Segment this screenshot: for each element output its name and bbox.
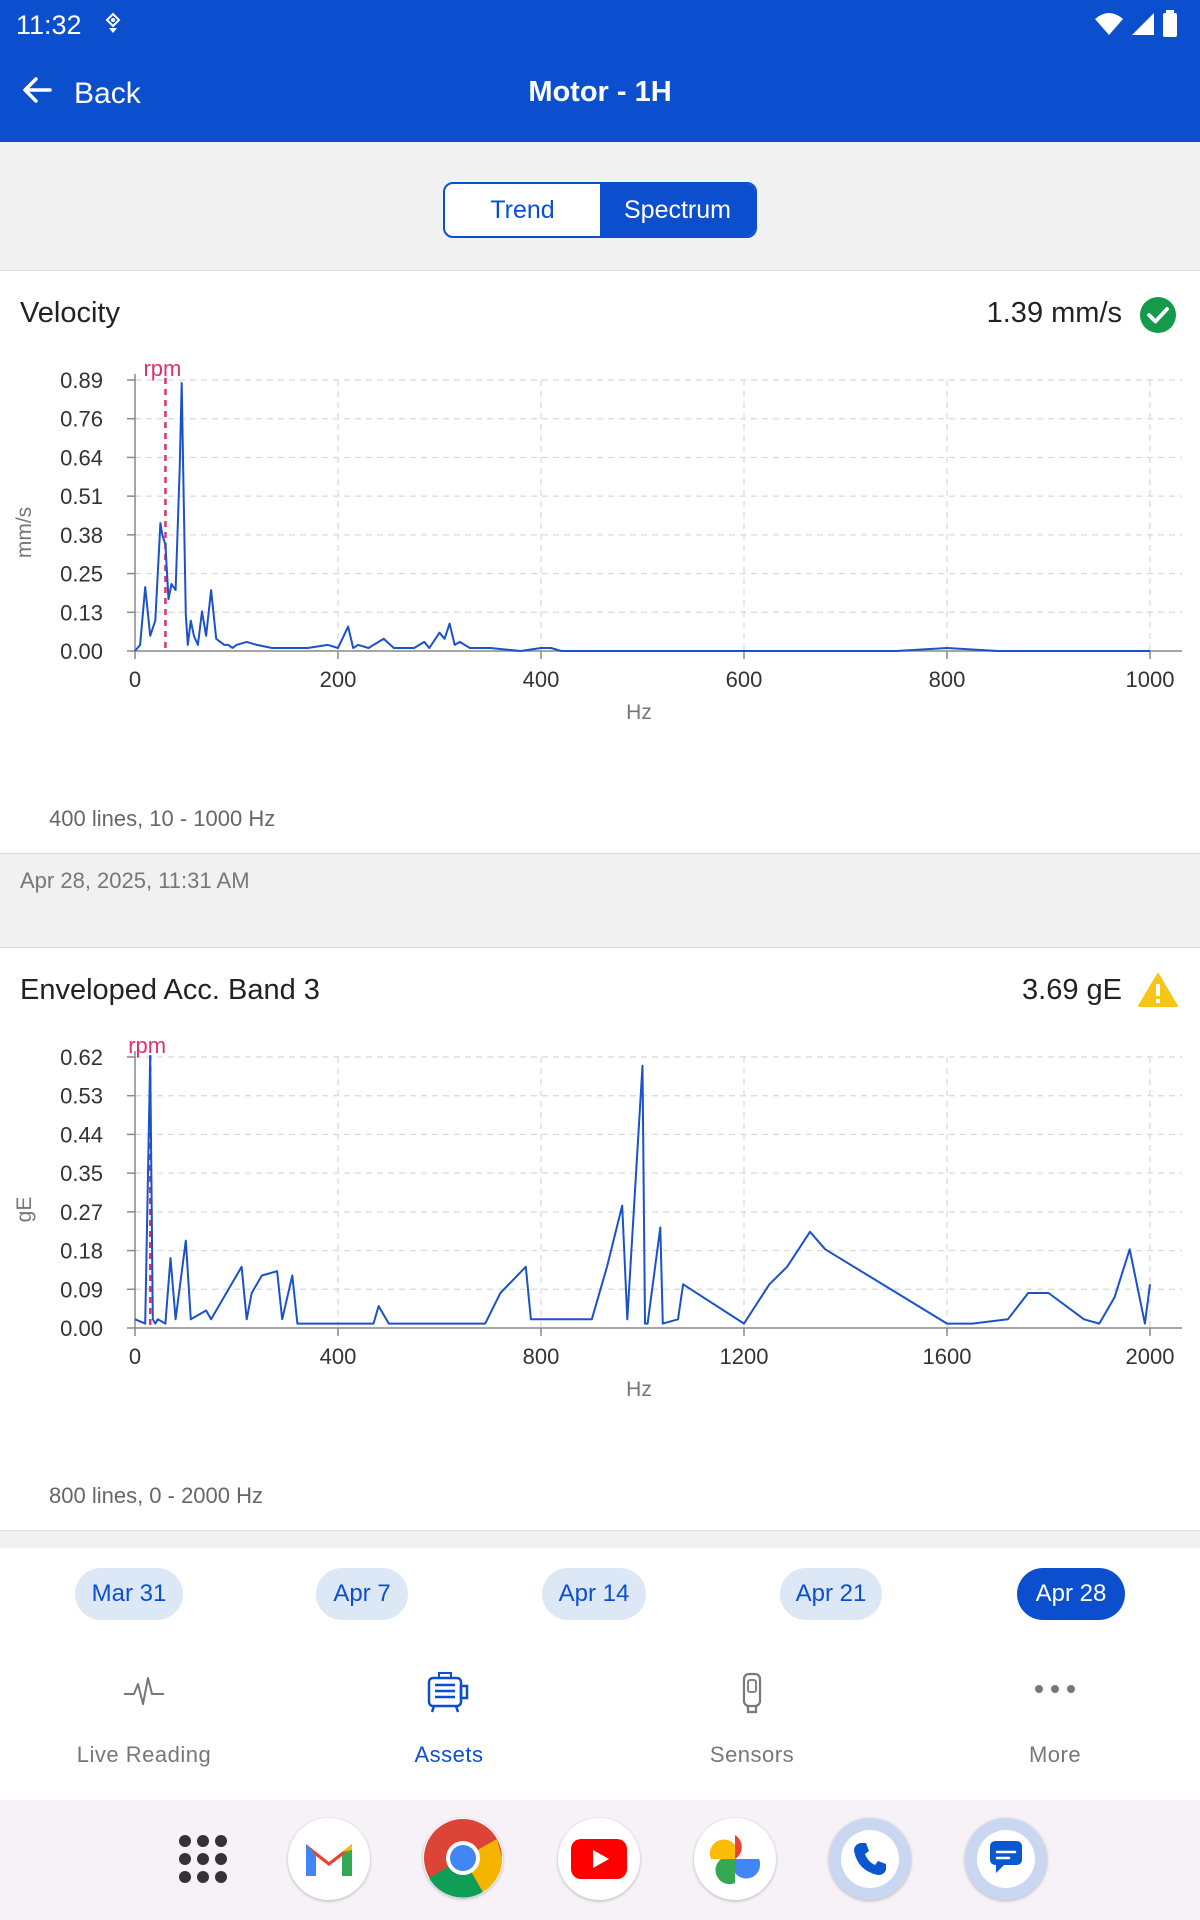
- y-tick-label: 0.27: [60, 1200, 103, 1225]
- envelope-card: Enveloped Acc. Band 3 3.69 gE 0.00 0.09 0.…: [0, 948, 1200, 1530]
- nav-label: Assets: [414, 1742, 484, 1767]
- y-tick-label: 0.76: [60, 407, 103, 432]
- x-tick-label: 400: [523, 667, 560, 692]
- more-icon: [1033, 1682, 1077, 1700]
- nav-label: Sensors: [709, 1742, 795, 1767]
- reading-timestamp: Apr 28, 2025, 11:31 AM: [20, 868, 250, 893]
- nav-sensors[interactable]: Sensors: [602, 1642, 902, 1800]
- y-tick-label: 0.00: [60, 639, 103, 664]
- y-tick-label: 0.53: [60, 1084, 103, 1109]
- rpm-marker-label: rpm: [143, 356, 181, 381]
- y-tick-label: 0.38: [60, 523, 103, 548]
- x-tick-label: 400: [320, 1344, 357, 1369]
- y-axis-label: mm/s: [13, 507, 36, 558]
- gridlines: [135, 379, 1182, 651]
- nav-assets[interactable]: Assets: [299, 1642, 599, 1800]
- x-tick-label: 0: [129, 1344, 141, 1369]
- velocity-footnote: 400 lines, 10 - 1000 Hz: [49, 806, 276, 831]
- spectrum-series-line: [134, 1056, 1151, 1325]
- x-tick-label: 1600: [923, 1344, 972, 1369]
- rpm-marker-label: rpm: [128, 1033, 166, 1058]
- nav-more[interactable]: More: [905, 1642, 1200, 1800]
- date-chip-selected[interactable]: Apr 28: [1017, 1568, 1125, 1620]
- envelope-title: Enveloped Acc. Band 3: [20, 974, 320, 1006]
- check-circle-icon: [1140, 297, 1176, 338]
- gmail-icon[interactable]: [288, 1818, 370, 1900]
- y-tick-label: 0.51: [60, 484, 103, 509]
- x-tick-label: 800: [523, 1344, 560, 1369]
- divider: [0, 947, 1200, 948]
- date-chip[interactable]: Mar 31: [75, 1568, 183, 1620]
- view-toggle: Trend Spectrum: [443, 182, 757, 238]
- x-tick-label: 0: [129, 667, 141, 692]
- y-tick-label: 0.25: [60, 562, 103, 587]
- date-chip[interactable]: Apr 14: [542, 1568, 646, 1620]
- motor-icon: [424, 1672, 474, 1719]
- data-saver-icon: [104, 12, 122, 39]
- pulse-icon: [122, 1672, 166, 1717]
- messages-icon[interactable]: [965, 1818, 1047, 1900]
- date-chip[interactable]: Apr 7: [316, 1568, 408, 1620]
- spectrum-series-line: [134, 382, 1150, 652]
- velocity-spectrum-chart: 0.00 0.13 0.25 0.38 0.51 0.64 0.76 0.89 0 200 400 6…: [13, 356, 1182, 724]
- divider: [0, 1530, 1200, 1531]
- x-tick-label: 600: [726, 667, 763, 692]
- y-tick-label: 0.18: [60, 1239, 103, 1264]
- arrow-back-icon: [20, 72, 56, 116]
- y-tick-label: 0.35: [60, 1161, 103, 1186]
- envelope-value: 3.69 gE: [1022, 974, 1122, 1006]
- tab-spectrum[interactable]: Spectrum: [600, 184, 755, 236]
- y-tick-label: 0.44: [60, 1122, 103, 1147]
- tab-trend[interactable]: Trend: [490, 195, 555, 224]
- status-bar: 11:32: [0, 0, 1200, 48]
- divider: [0, 270, 1200, 271]
- wifi-icon: [1094, 11, 1124, 42]
- nav-live-reading[interactable]: Live Reading: [0, 1642, 294, 1800]
- y-tick-label: 0.64: [60, 445, 103, 470]
- envelope-spectrum-chart: 0.00 0.09 0.18 0.27 0.35 0.44 0.53 0.62 0 400 800 1…: [13, 1033, 1182, 1401]
- x-tick-label: 1000: [1126, 667, 1175, 692]
- nav-label: More: [1028, 1742, 1082, 1767]
- envelope-footnote: 800 lines, 0 - 2000 Hz: [49, 1483, 264, 1508]
- back-label: Back: [74, 77, 141, 110]
- app-bar: Back Motor - 1H: [0, 48, 1200, 142]
- phone-icon[interactable]: [829, 1818, 911, 1900]
- date-chip[interactable]: Apr 21: [780, 1568, 882, 1620]
- x-axis-label: Hz: [626, 701, 652, 724]
- chrome-icon[interactable]: [423, 1818, 503, 1898]
- y-tick-label: 0.13: [60, 600, 103, 625]
- x-axis-label: Hz: [626, 1378, 652, 1401]
- back-button[interactable]: Back: [20, 72, 141, 116]
- x-tick-label: 2000: [1126, 1344, 1175, 1369]
- gridlines: [135, 1056, 1182, 1328]
- sensor-icon: [739, 1672, 765, 1723]
- y-tick-label: 0.89: [60, 368, 103, 393]
- system-dock: [0, 1800, 1200, 1920]
- bottom-navigation: Live Reading Assets Sensors More: [0, 1642, 1200, 1800]
- y-tick-label: 0.00: [60, 1316, 103, 1341]
- velocity-title: Velocity: [20, 297, 120, 329]
- divider: [0, 853, 1200, 854]
- status-time: 11:32: [16, 10, 82, 40]
- y-axis-label: gE: [13, 1197, 36, 1223]
- apps-grid-icon[interactable]: [162, 1818, 244, 1900]
- y-tick-label: 0.09: [60, 1277, 103, 1302]
- x-tick-label: 200: [320, 667, 357, 692]
- signal-icon: [1130, 11, 1156, 42]
- battery-icon: [1162, 10, 1178, 43]
- x-tick-label: 1200: [720, 1344, 769, 1369]
- x-tick-label: 800: [929, 667, 966, 692]
- warning-icon: [1138, 972, 1178, 1013]
- page-title: Motor - 1H: [528, 76, 672, 108]
- y-tick-label: 0.62: [60, 1045, 103, 1070]
- date-selector: Mar 31 Apr 7 Apr 14 Apr 21 Apr 28: [0, 1548, 1200, 1642]
- velocity-card: Velocity 1.39 mm/s 0.00 0.13 0.25 0.38 0.51 0…: [0, 271, 1200, 853]
- youtube-icon[interactable]: [558, 1818, 640, 1900]
- nav-label: Live Reading: [76, 1742, 212, 1767]
- velocity-value: 1.39 mm/s: [986, 297, 1122, 329]
- photos-icon[interactable]: [694, 1818, 776, 1900]
